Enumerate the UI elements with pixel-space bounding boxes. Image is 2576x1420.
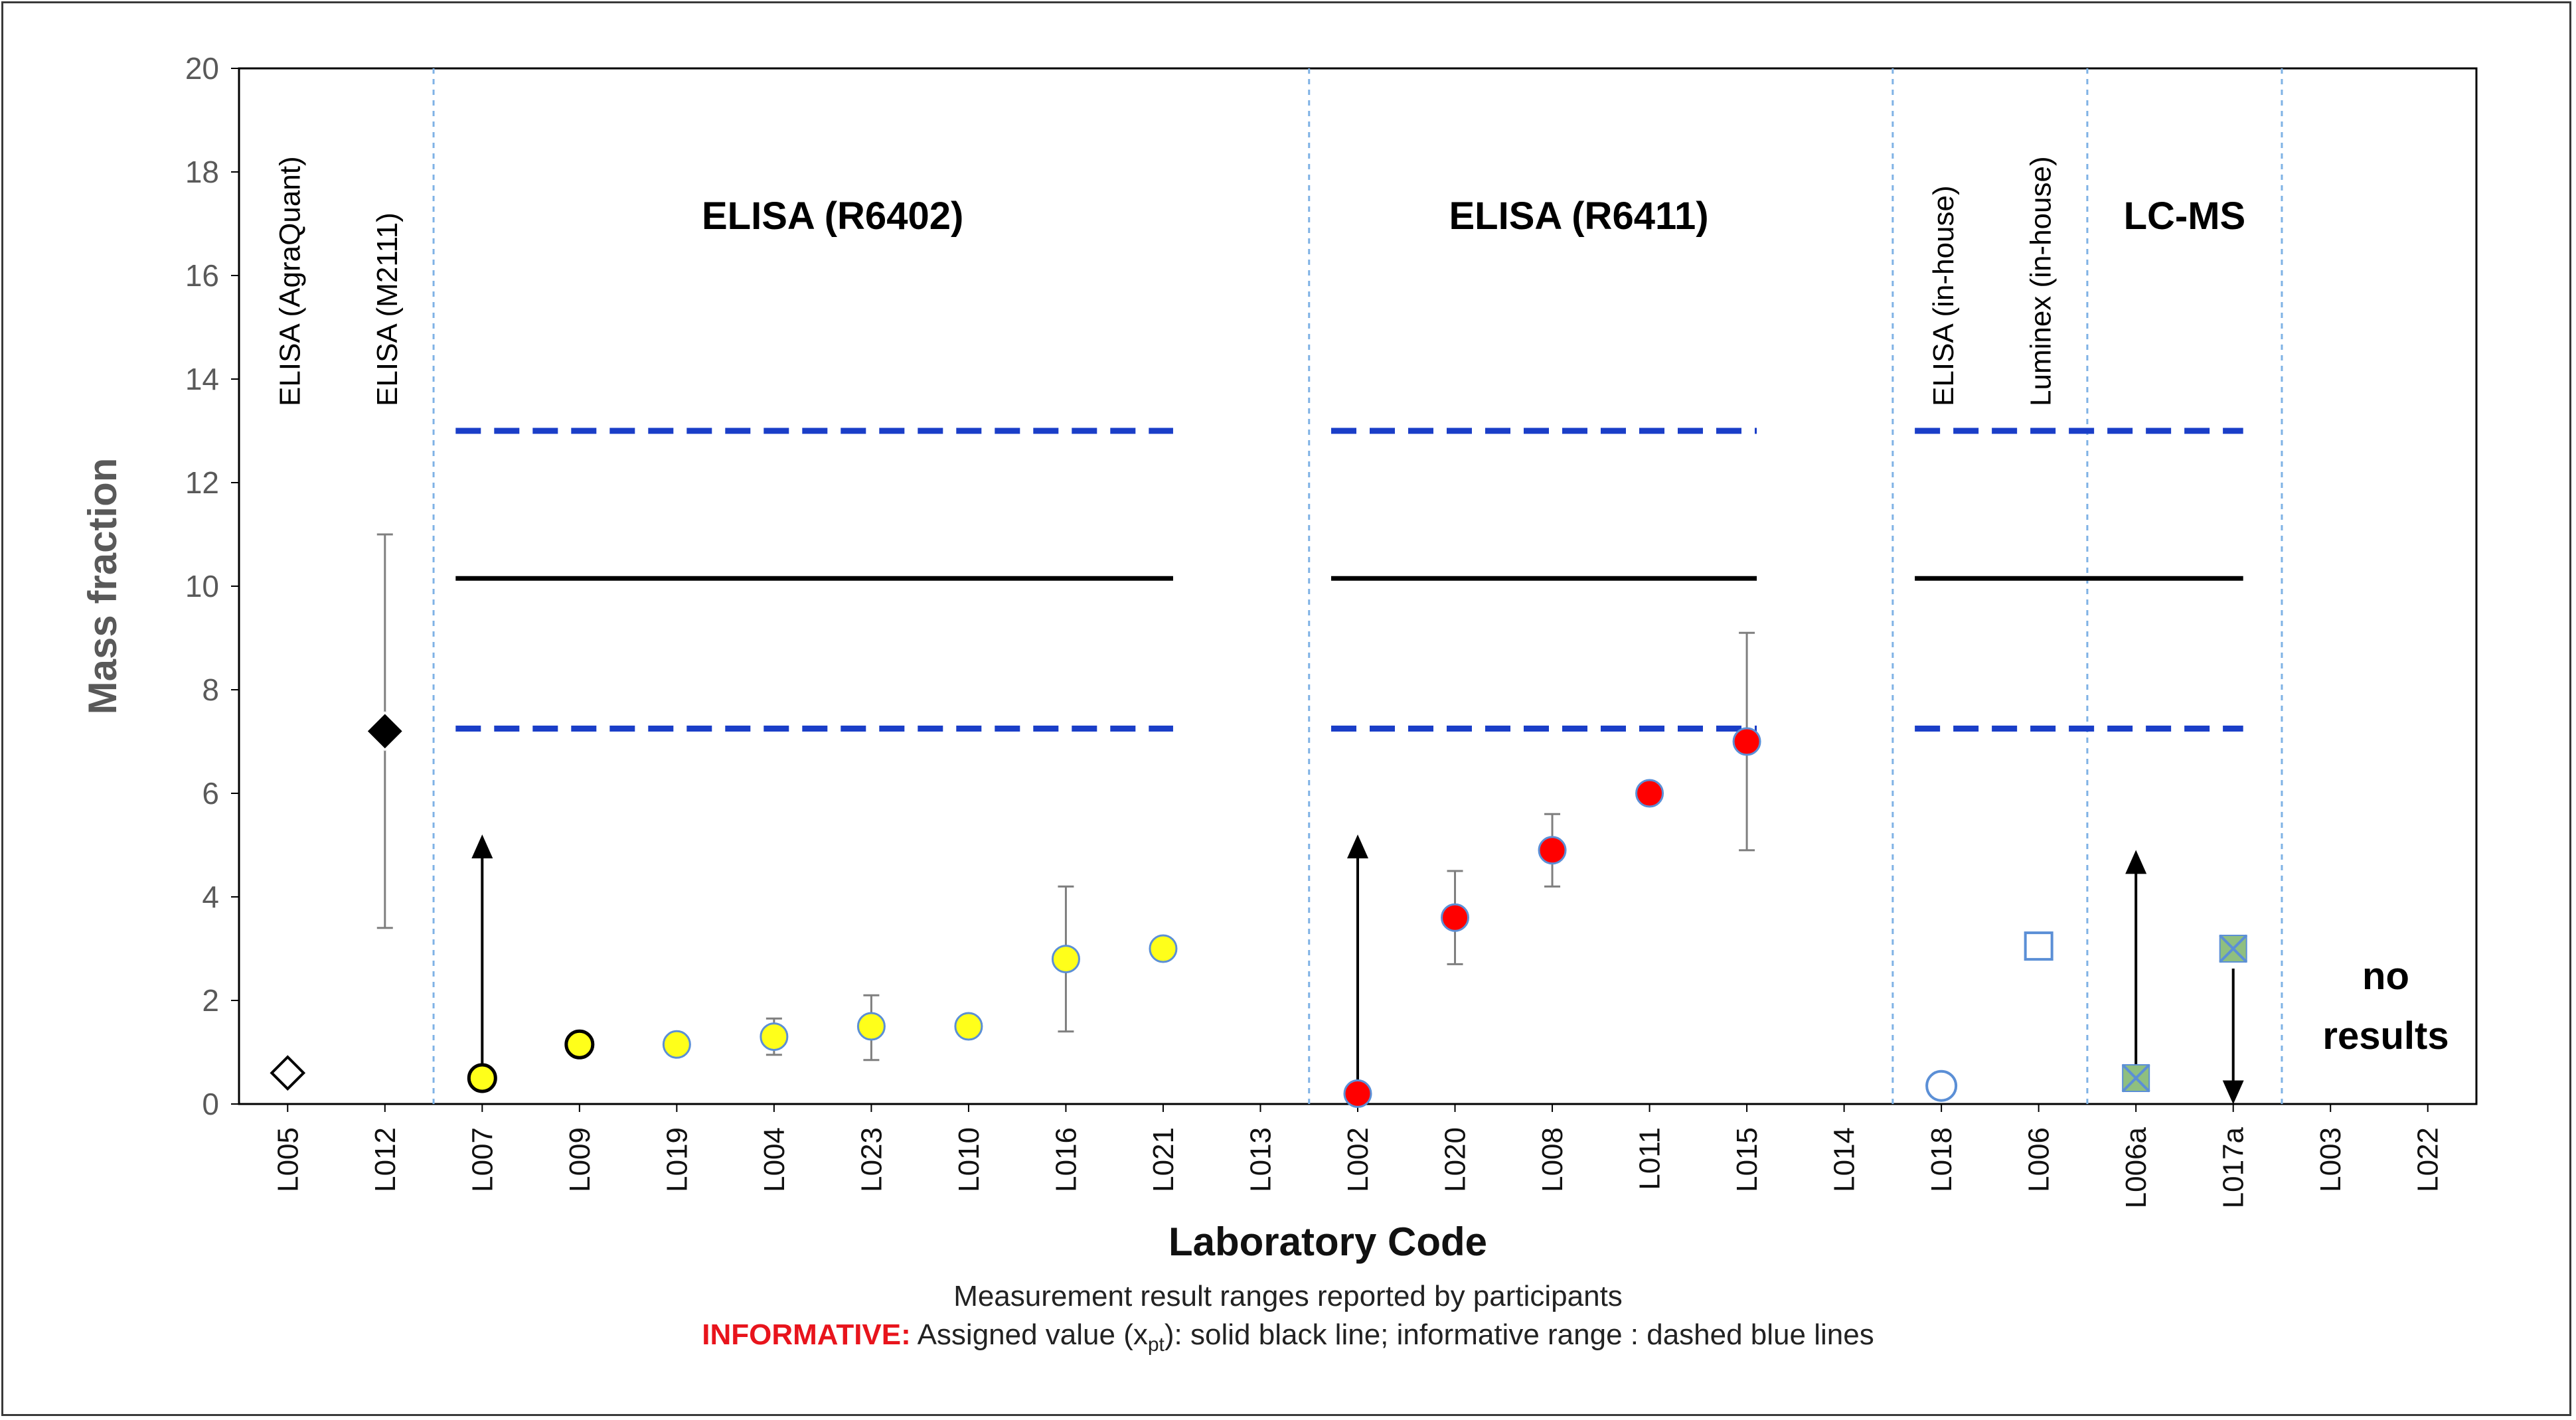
data-point [564,1029,595,1060]
y-tick-label: 20 [185,51,219,86]
x-tick-label: L018 [1925,1127,1958,1192]
data-point-cross [2219,934,2248,963]
group-label: ELISA (R6402) [702,195,963,238]
data-point [1538,836,1567,865]
y-tick-label: 10 [185,569,219,603]
data-point [2024,931,2053,961]
x-tick-label: L015 [1731,1127,1763,1192]
x-tick-label: L019 [661,1127,693,1192]
caption-prefix: Assigned value (x [917,1318,1148,1351]
x-tick-label: L023 [855,1127,888,1192]
x-tick-label: L013 [1244,1127,1277,1192]
caption-subscript: pt [1147,1333,1165,1356]
data-point [270,1055,306,1091]
data-point [954,1012,983,1041]
x-tick-label: L014 [1828,1127,1861,1192]
x-tick-label: L011 [1634,1127,1666,1190]
x-tick-label: L017a [2217,1127,2250,1208]
data-point-cross [2121,1064,2150,1093]
y-tick-label: 12 [185,465,219,500]
data-point [364,711,405,751]
data-point [467,1063,497,1093]
y-axis-title: Mass fraction [80,458,125,715]
group-label-vertical: ELISA (M2111) [371,212,404,406]
no-results-label: results [2322,1014,2449,1058]
data-point [662,1030,691,1059]
x-tick-label: L003 [2314,1127,2347,1192]
x-tick-label: L016 [1050,1127,1082,1192]
y-tick-label: 18 [185,155,219,189]
x-tick-label: L007 [466,1127,499,1192]
data-point [856,1012,886,1041]
y-tick-label: 14 [185,362,219,396]
caption-line-1: Measurement result ranges reported by pa… [953,1280,1623,1312]
x-tick-label: L010 [953,1127,985,1192]
y-tick-label: 6 [202,776,219,811]
data-point [1732,727,1761,756]
data-point [760,1022,789,1052]
group-label-vertical: ELISA (in-house) [1927,185,1960,406]
x-tick-label: L006 [2023,1127,2055,1192]
y-tick-label: 4 [202,880,219,914]
x-tick-label: L022 [2412,1127,2445,1192]
data-point [1635,779,1664,808]
x-tick-label: L021 [1147,1127,1180,1192]
caption-suffix: ): solid black line; informative range :… [1164,1318,1874,1351]
x-tick-label: L012 [369,1127,402,1192]
group-label-vertical: ELISA (AgraQuant) [274,156,306,406]
caption-line-2: INFORMATIVE: Assigned value (xpt): solid… [0,1318,2576,1356]
x-axis-title: Laboratory Code [1168,1220,1488,1264]
group-label-vertical: Luminex (in-house) [2025,156,2057,406]
x-tick-label: L005 [272,1127,304,1192]
x-tick-label: L004 [758,1127,791,1192]
x-tick-label: L002 [1342,1127,1374,1192]
informative-label: INFORMATIVE: [702,1318,911,1351]
x-tick-label: L008 [1536,1127,1569,1192]
data-point [1051,945,1080,974]
no-results-label: no [2362,955,2409,998]
group-label: LC-MS [2124,195,2246,238]
y-tick-label: 8 [202,672,219,707]
y-tick-label: 2 [202,983,219,1018]
data-point [1149,934,1178,963]
y-tick-label: 16 [185,258,219,293]
data-point [1441,903,1470,932]
data-point [1925,1069,1958,1102]
x-tick-label: L006a [2120,1127,2152,1208]
x-tick-label: L009 [564,1127,596,1192]
x-tick-label: L020 [1439,1127,1472,1192]
y-tick-label: 0 [202,1087,219,1121]
group-label: ELISA (R6411) [1449,195,1708,238]
data-point [1343,1079,1372,1108]
